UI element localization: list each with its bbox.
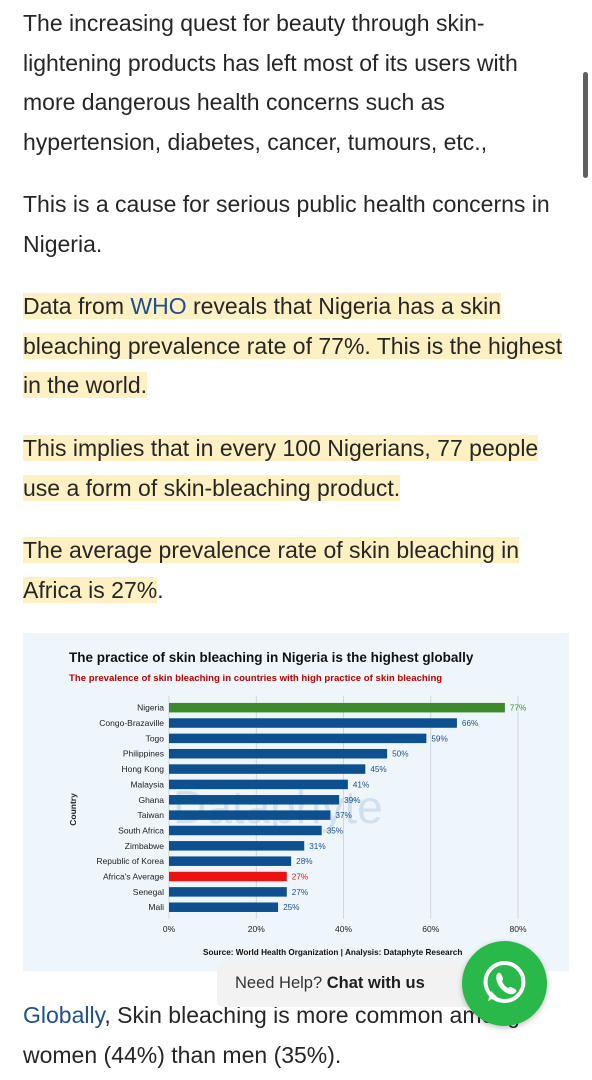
paragraph-5: The average prevalence rate of skin blea…: [23, 537, 520, 603]
value-label: 50%: [392, 750, 408, 759]
value-label: 27%: [292, 873, 308, 882]
chart-figure: The practice of skin bleaching in Nigeri…: [23, 633, 569, 971]
value-label: 28%: [296, 857, 312, 866]
category-label: Congo-Brazaville: [99, 718, 164, 728]
category-label: Malaysia: [130, 779, 164, 789]
value-label: 27%: [292, 888, 308, 897]
x-tick-label: 20%: [248, 924, 265, 934]
value-label: 39%: [344, 796, 360, 805]
x-tick-label: 60%: [422, 924, 439, 934]
x-tick-label: 0%: [163, 924, 176, 934]
whatsapp-icon: [483, 961, 526, 1003]
bar: [169, 764, 366, 774]
bar: [169, 733, 427, 744]
bar: [169, 779, 348, 790]
category-label: Togo: [146, 733, 165, 743]
category-label: Zimbabwe: [125, 841, 164, 851]
bar: [169, 887, 287, 897]
chart-source: Source: World Health Organization | Anal…: [203, 948, 462, 957]
bar: [169, 718, 457, 728]
value-label: 25%: [283, 903, 299, 912]
value-label: 37%: [335, 811, 351, 820]
value-label: 31%: [309, 842, 325, 851]
paragraph-4: This implies that in every 100 Nigerians…: [23, 429, 568, 508]
value-label: 41%: [353, 780, 369, 789]
bar: [169, 902, 279, 912]
help-chat-bubble[interactable]: Need Help? Chat with us: [217, 961, 477, 1007]
category-label: Africa's Average: [103, 872, 164, 882]
category-label: South Africa: [118, 825, 164, 835]
highlight-text: Data from WHO reveals that Nigeria has a…: [23, 293, 563, 399]
category-label: Ghana: [138, 795, 164, 805]
bar: [169, 841, 305, 851]
scrollbar-thumb[interactable]: [583, 72, 588, 178]
who-link[interactable]: WHO: [130, 293, 187, 319]
category-label: Hong Kong: [121, 764, 164, 774]
chart-subtitle: The prevalence of skin bleaching in coun…: [69, 673, 443, 684]
value-label: 66%: [462, 719, 478, 728]
category-label: Taiwan: [138, 810, 165, 820]
category-label: Philippines: [123, 749, 164, 759]
bar-chart: Dataphyte 0% 20% 40% 60% 80% Nigeria 77% Congo-B…: [68, 696, 527, 957]
bar: [169, 825, 322, 836]
paragraph-3: Data from WHO reveals that Nigeria has a…: [23, 287, 568, 406]
bar: [169, 810, 331, 820]
chart-title: The practice of skin bleaching in Nigeri…: [69, 650, 474, 665]
highlight-text: The average prevalence rate of skin blea…: [23, 537, 520, 603]
help-text: Need Help? Chat with us: [235, 974, 425, 992]
category-label: Nigeria: [137, 703, 164, 713]
y-axis-label: Country: [68, 793, 78, 826]
x-tick-label: 80%: [509, 924, 526, 934]
globally-link[interactable]: Globally: [23, 1002, 105, 1028]
category-label: Senegal: [133, 887, 164, 897]
x-tick-label: 40%: [335, 924, 352, 934]
value-label: 77%: [510, 704, 526, 713]
bar: [169, 748, 388, 759]
paragraph-1: The increasing quest for beauty through …: [23, 10, 518, 155]
paragraph-2: This is a cause for serious public healt…: [23, 191, 550, 257]
highlight-text: This implies that in every 100 Nigerians…: [23, 435, 539, 501]
bar: [169, 856, 292, 866]
category-label: Mali: [148, 902, 164, 912]
watermark-text: Dataphyte: [173, 781, 383, 833]
bar: [169, 702, 505, 713]
category-label: Republic of Korea: [96, 856, 164, 866]
value-label: 59%: [431, 734, 447, 743]
value-label: 45%: [370, 765, 386, 774]
bar: [169, 871, 287, 882]
bar: [169, 795, 340, 805]
value-label: 35%: [327, 826, 343, 835]
whatsapp-button[interactable]: [462, 941, 547, 1026]
